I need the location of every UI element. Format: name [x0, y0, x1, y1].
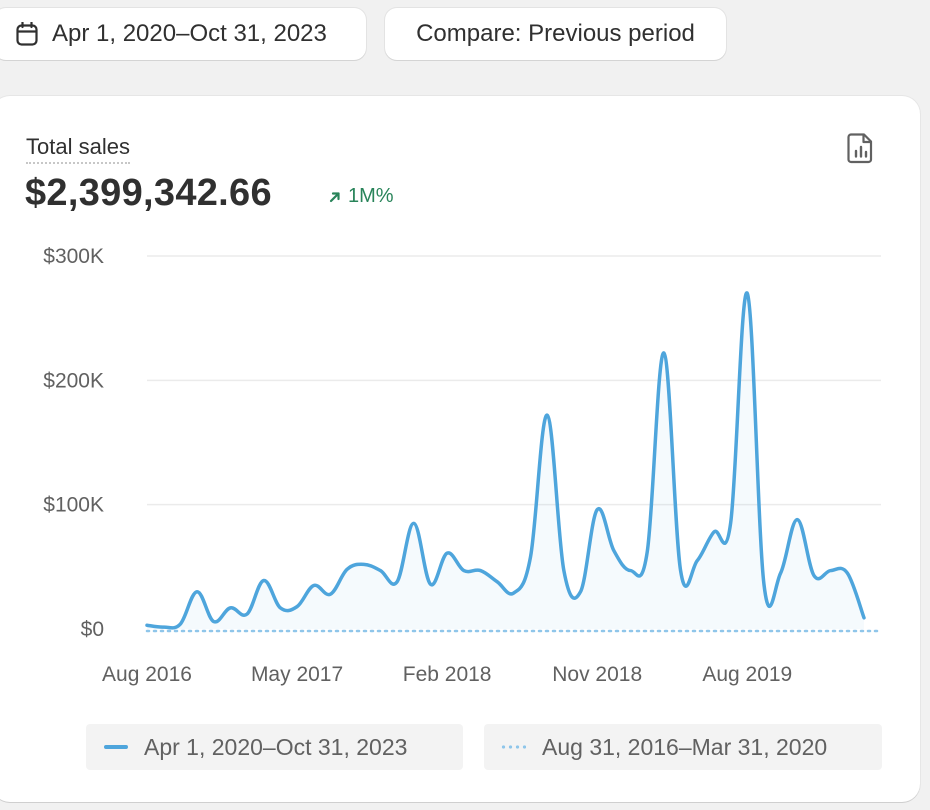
sales-line-chart: $0 $100K $200K $300K Aug 2016 May 2017 Feb 201… [43, 245, 881, 686]
sales-card: Total sales $2,399,342.66 1M% $0 $100K $20… [0, 96, 920, 802]
x-tick-label-1: May 2017 [251, 663, 343, 686]
compare-label: Compare: Previous period [416, 20, 695, 47]
y-tick-label-0: $0 [81, 618, 104, 641]
y-tick-label-3: $300K [43, 245, 104, 268]
x-tick-label-0: Aug 2016 [102, 663, 192, 686]
y-tick-label-1: $100K [43, 494, 104, 517]
metric-title[interactable]: Total sales [26, 134, 130, 164]
calendar-icon [16, 22, 38, 46]
y-tick-label-2: $200K [43, 369, 104, 392]
arrow-up-right-icon [329, 191, 340, 202]
legend-item-previous[interactable]: Aug 31, 2016–Mar 31, 2020 [484, 724, 882, 770]
date-range-button[interactable]: Apr 1, 2020–Oct 31, 2023 [0, 8, 366, 60]
x-tick-label-3: Nov 2018 [552, 663, 642, 686]
metric-change-label: 1M% [348, 185, 394, 207]
series-area-current [147, 292, 864, 629]
document-chart-icon[interactable] [847, 132, 875, 164]
series-line-current [145, 291, 866, 630]
legend-label-previous: Aug 31, 2016–Mar 31, 2020 [542, 733, 828, 760]
legend-label-current: Apr 1, 2020–Oct 31, 2023 [144, 733, 408, 760]
legend-item-current[interactable]: Apr 1, 2020–Oct 31, 2023 [86, 724, 463, 770]
metric-change: 1M% [329, 185, 394, 208]
x-tick-label-4: Aug 2019 [702, 663, 792, 686]
metric-value: $2,399,342.66 [25, 172, 272, 214]
legend-swatch-solid [104, 745, 128, 749]
date-range-label: Apr 1, 2020–Oct 31, 2023 [52, 20, 327, 47]
legend-swatch-dotted [500, 745, 526, 749]
x-tick-label-2: Feb 2018 [403, 663, 492, 686]
compare-button[interactable]: Compare: Previous period [385, 8, 726, 60]
